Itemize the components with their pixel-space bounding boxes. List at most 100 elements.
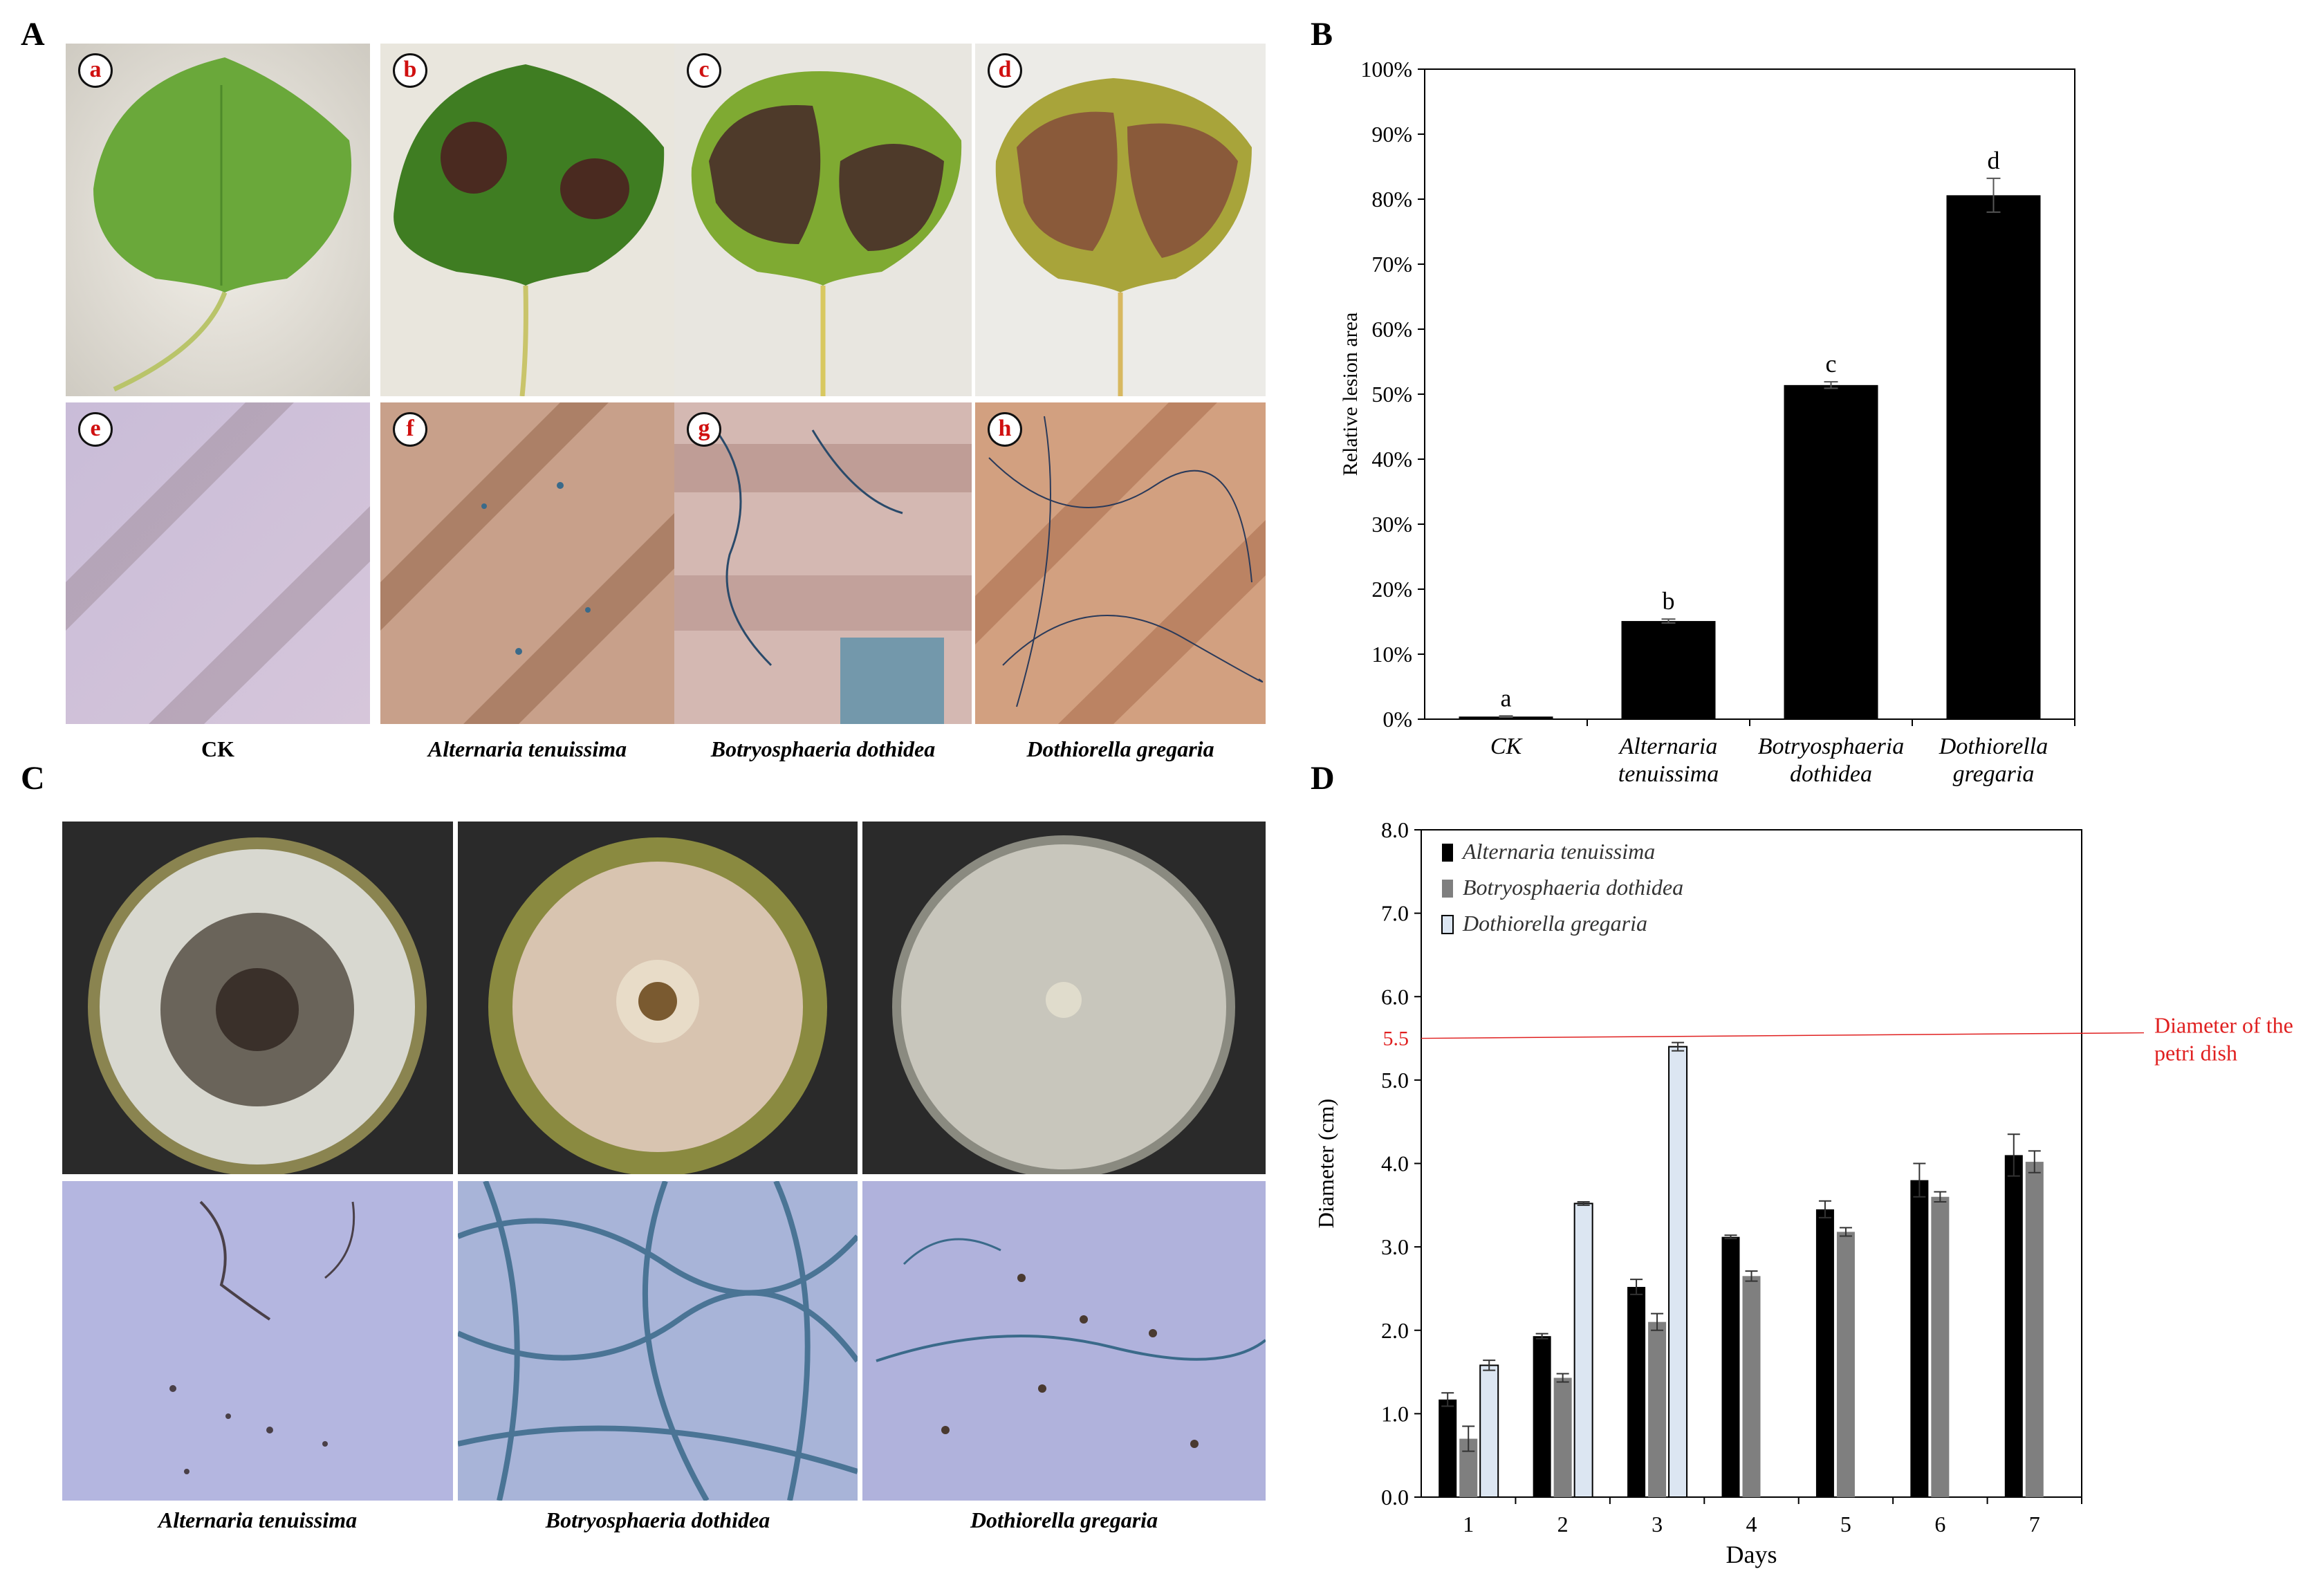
x-tick-label: dothidea (1790, 761, 1872, 787)
photo-badge-f: f (393, 412, 427, 447)
leaf-photo-dothiorella: d (975, 44, 1266, 396)
legend-swatch (1442, 844, 1453, 862)
bar (1784, 384, 1878, 719)
legend-label: Dothiorella gregaria (1462, 911, 1647, 936)
colony-diameter-bar-chart: 0.0 1.0 2.0 3.0 4.0 5.0 6.0 7.0 8.0 Diameter (cm)… (1313, 817, 2293, 1568)
bar (1836, 1232, 1855, 1497)
petri-dish-reference-line (1421, 1032, 2145, 1039)
photo-badge-g: g (687, 412, 721, 447)
panel-label-c: C (21, 760, 45, 797)
y-tick-label: 4.0 (1381, 1151, 1409, 1176)
leaf-photo-alternaria: b (380, 44, 674, 396)
significance-letter: d (1988, 147, 2000, 174)
spore-micrograph-botryosphaeria (458, 1181, 858, 1501)
bar (2025, 1162, 2044, 1497)
caption-botryosphaeria-c: Botryosphaeria dothidea (545, 1507, 770, 1532)
y-tick-label: 80% (1371, 187, 1412, 212)
y-tick-label: 8.0 (1381, 817, 1409, 842)
bar (1533, 1336, 1551, 1497)
caption-alternaria-a: Alternaria tenuissima (427, 736, 627, 761)
y-tick-label: 1.0 (1381, 1401, 1409, 1426)
bar (1742, 1276, 1761, 1497)
caption-dothiorella-c: Dothiorella gregaria (970, 1507, 1158, 1532)
caption-ck: CK (201, 736, 234, 761)
caption-alternaria-c: Alternaria tenuissima (158, 1507, 358, 1532)
bar (1910, 1180, 1929, 1497)
legend-label: Botryosphaeria dothidea (1463, 875, 1683, 900)
legend-label: Alternaria tenuissima (1461, 839, 1655, 864)
photo-badge-b: b (393, 53, 427, 88)
significance-letter: a (1501, 684, 1512, 712)
x-tick-label: gregaria (1953, 761, 2035, 787)
x-tick-label: 7 (2029, 1512, 2040, 1537)
y-tick-label: 6.0 (1381, 984, 1409, 1009)
x-tick-label: 3 (1652, 1512, 1663, 1537)
legend-swatch (1441, 915, 1454, 934)
y-axis-label: Relative lesion area (1339, 313, 1362, 476)
x-tick-label: tenuissima (1618, 761, 1719, 787)
y-tick-label: 5.0 (1381, 1068, 1409, 1093)
spore-micrograph-alternaria (62, 1181, 453, 1501)
bar (1553, 1377, 1572, 1497)
bar (1931, 1196, 1950, 1497)
y-tick-label: 0% (1382, 707, 1412, 732)
photo-badge-d: d (988, 53, 1022, 88)
culture-plate-botryosphaeria (458, 822, 858, 1174)
caption-dothiorella-a: Dothiorella gregaria (1026, 736, 1214, 761)
y-tick-label: 100% (1360, 57, 1412, 82)
bar (1668, 1046, 1688, 1498)
bar (1479, 1364, 1499, 1498)
photo-badge-c: c (687, 53, 721, 88)
reference-line-annotation: petri dish (2154, 1041, 2237, 1066)
y-tick-label: 30% (1371, 512, 1412, 537)
x-tick-label: Dothiorella (1939, 734, 2048, 759)
bar (1815, 1209, 1834, 1497)
bar (1621, 621, 1716, 719)
y-tick-label: 0.0 (1381, 1485, 1409, 1510)
micrograph-ck: e (66, 402, 370, 724)
panel-label-b: B (1311, 16, 1333, 53)
y-tick-label: 90% (1371, 122, 1412, 147)
x-tick-label: 5 (1840, 1512, 1851, 1537)
bar (1648, 1321, 1667, 1497)
culture-plate-alternaria (62, 822, 453, 1174)
panel-label-d: D (1311, 760, 1335, 797)
bar (1573, 1203, 1593, 1498)
y-tick-label: 7.0 (1381, 901, 1409, 926)
x-tick-label: CK (1490, 734, 1524, 759)
x-tick-label: Botryosphaeria (1758, 734, 1905, 759)
bar (1721, 1236, 1740, 1497)
photo-badge-e: e (78, 412, 113, 447)
bar (1946, 195, 2041, 719)
x-tick-label: 4 (1746, 1512, 1757, 1537)
significance-letter: c (1826, 350, 1837, 378)
y-tick-label: 60% (1371, 317, 1412, 342)
photo-badge-h: h (988, 412, 1022, 447)
bar (1439, 1399, 1457, 1497)
micrograph-alternaria: f (380, 402, 674, 724)
y-tick-label: 50% (1371, 382, 1412, 407)
y-tick-label: 20% (1371, 577, 1412, 602)
culture-plate-dothiorella (862, 822, 1266, 1174)
y-tick-label: 10% (1371, 642, 1412, 667)
bar (2004, 1155, 2023, 1497)
panel-label-a: A (21, 16, 45, 53)
x-tick-label: Alternaria (1618, 734, 1718, 759)
lesion-area-bar-chart: 0% 10% 20% 30% 40% 50% 60% 70% 80% 90% 100% Relativ… (1339, 57, 2075, 787)
x-axis-label: Days (1726, 1541, 1777, 1568)
leaf-photo-ck: a (66, 44, 370, 396)
caption-botryosphaeria-a: Botryosphaeria dothidea (710, 736, 936, 761)
y-tick-label: 70% (1371, 252, 1412, 277)
bar (1627, 1287, 1646, 1497)
reference-line-value: 5.5 (1383, 1028, 1409, 1050)
micrograph-botryosphaeria: g (674, 402, 972, 724)
y-tick-label: 2.0 (1381, 1318, 1409, 1343)
y-tick-label: 3.0 (1381, 1234, 1409, 1259)
significance-letter: b (1663, 587, 1675, 615)
photo-badge-a: a (78, 53, 113, 88)
micrograph-dothiorella: h (975, 402, 1266, 724)
y-tick-label: 40% (1371, 447, 1412, 472)
x-tick-label: 1 (1463, 1512, 1474, 1537)
x-tick-label: 2 (1557, 1512, 1569, 1537)
legend-swatch (1442, 880, 1453, 898)
